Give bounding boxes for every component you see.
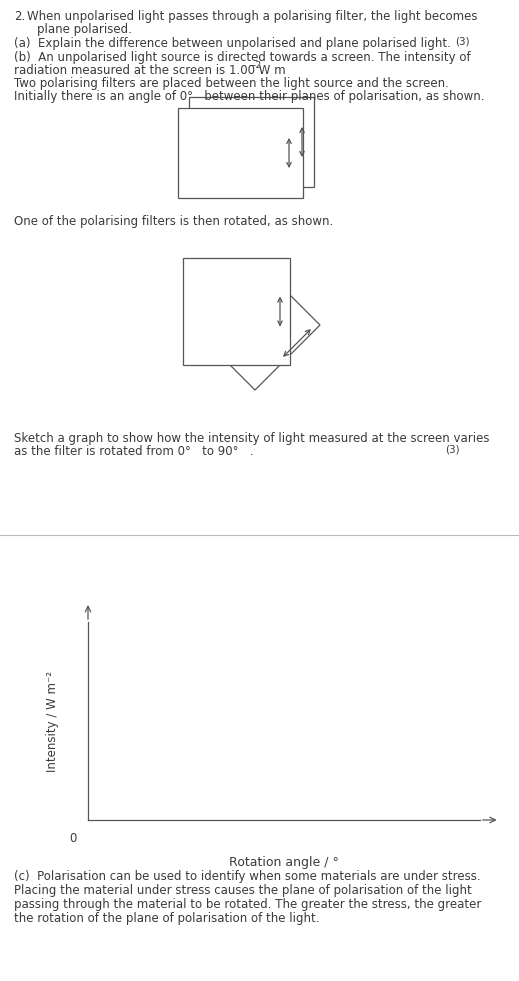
Text: (c)  Polarisation can be used to identify when some materials are under stress.: (c) Polarisation can be used to identify… <box>14 870 481 883</box>
Text: Sketch a graph to show how the intensity of light measured at the screen varies: Sketch a graph to show how the intensity… <box>14 432 489 445</box>
Text: When unpolarised light passes through a polarising filter, the light becomes: When unpolarised light passes through a … <box>27 10 477 23</box>
Text: Rotation angle / °: Rotation angle / ° <box>229 855 339 868</box>
Polygon shape <box>190 260 320 390</box>
Text: radiation measured at the screen is 1.00 W m: radiation measured at the screen is 1.00… <box>14 64 285 77</box>
Text: (b)  An unpolarised light source is directed towards a screen. The intensity of: (b) An unpolarised light source is direc… <box>14 51 471 64</box>
Text: the rotation of the plane of polarisation of the light.: the rotation of the plane of polarisatio… <box>14 912 320 925</box>
Text: (3): (3) <box>455 37 470 47</box>
Text: 2.: 2. <box>14 10 25 23</box>
Text: (3): (3) <box>445 445 460 455</box>
Bar <box>183 258 290 365</box>
Text: (a)  Explain the difference between unpolarised and plane polarised light.: (a) Explain the difference between unpol… <box>14 37 451 50</box>
Text: plane polarised.: plane polarised. <box>37 23 132 36</box>
Text: −2: −2 <box>248 61 261 70</box>
Text: Initially there is an angle of 0°   between their planes of polarisation, as sho: Initially there is an angle of 0° betwee… <box>14 90 485 103</box>
Text: One of the polarising filters is then rotated, as shown.: One of the polarising filters is then ro… <box>14 215 333 228</box>
Text: Intensity / W m⁻²: Intensity / W m⁻² <box>46 670 59 771</box>
Text: as the filter is rotated from 0°   to 90°   .: as the filter is rotated from 0° to 90° … <box>14 445 253 458</box>
Bar <box>178 108 303 198</box>
Text: passing through the material to be rotated. The greater the stress, the greater: passing through the material to be rotat… <box>14 898 482 911</box>
Text: 0: 0 <box>69 832 76 845</box>
Text: Placing the material under stress causes the plane of polarisation of the light: Placing the material under stress causes… <box>14 884 472 897</box>
Text: Two polarising filters are placed between the light source and the screen.: Two polarising filters are placed betwee… <box>14 77 449 90</box>
Bar <box>189 97 314 187</box>
